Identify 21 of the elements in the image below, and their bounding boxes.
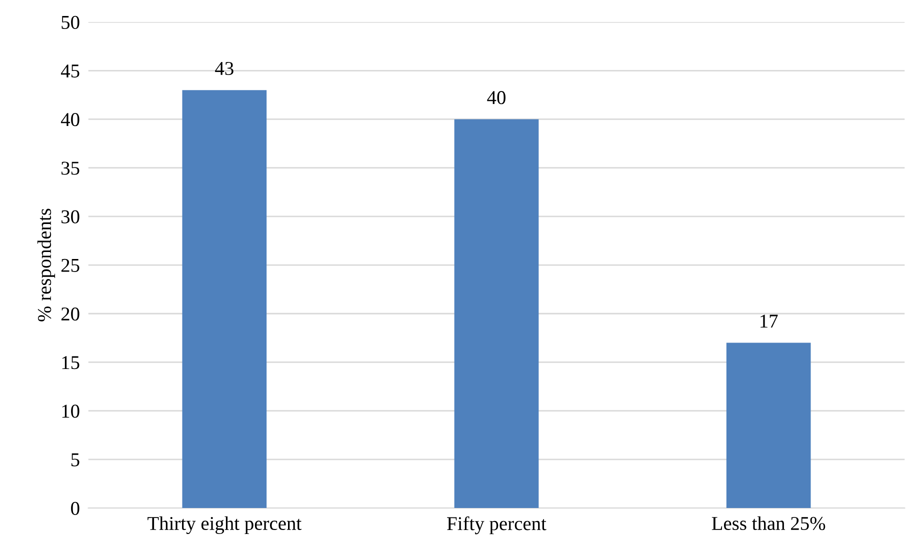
y-tick-label: 50 [62,16,80,29]
bar [182,90,267,508]
y-tick-label: 5 [71,453,80,466]
data-label: 17 [760,314,778,328]
data-label: 43 [215,62,234,76]
y-tick-label: 10 [62,404,80,418]
x-tick-label: Fifty percent [447,516,546,534]
y-tick-label: 0 [71,502,80,515]
y-tick-label: 15 [62,356,80,370]
y-tick-label: 20 [61,307,80,321]
y-tick-label: 35 [62,162,80,175]
data-label: 40 [487,91,506,104]
bar [726,342,811,508]
y-tick-label: 40 [60,113,80,126]
y-tick-label: 45 [60,64,80,78]
bar [454,119,539,508]
y-tick-label: 25 [61,258,80,272]
x-tick-label: Thirty eight percent [148,516,302,534]
y-axis-title: % respondents [37,208,56,322]
x-tick-label: Less than 25% [712,516,826,530]
y-tick-label: 30 [62,210,80,224]
